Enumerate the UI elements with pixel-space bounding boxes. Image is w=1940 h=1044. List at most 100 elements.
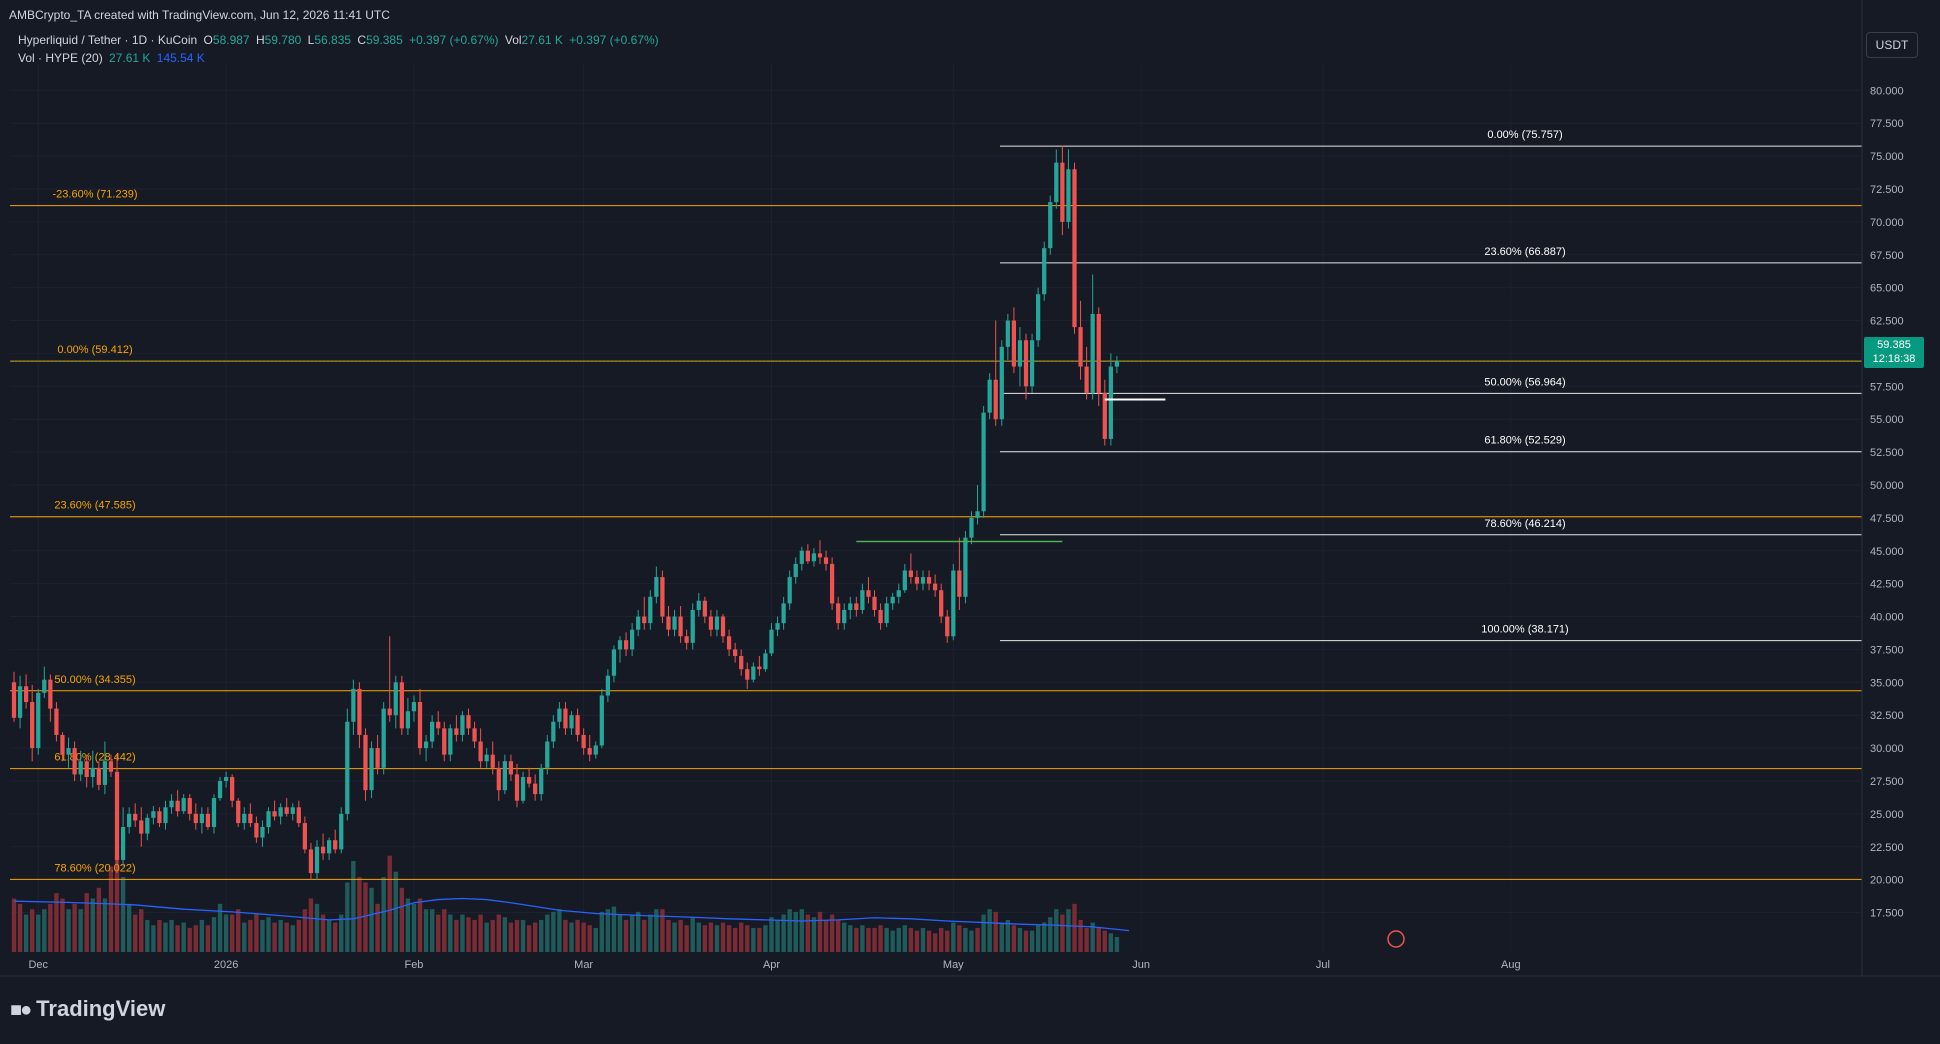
volume-bar xyxy=(302,909,308,952)
volume-bar xyxy=(757,927,762,952)
volume-bar xyxy=(666,919,671,952)
volume-bar xyxy=(805,914,811,952)
volume-bar xyxy=(229,914,235,952)
candle-body xyxy=(460,715,465,735)
volume-bar xyxy=(1108,933,1114,952)
volume-bar xyxy=(969,930,974,952)
candle-body xyxy=(230,777,235,801)
volume-bar xyxy=(72,903,77,952)
candle-body xyxy=(793,563,798,578)
candle-body xyxy=(1036,294,1041,341)
candle-body xyxy=(290,807,295,814)
candle-body xyxy=(199,813,204,824)
candle-body xyxy=(757,666,762,670)
candle-body xyxy=(708,616,714,630)
candle-body xyxy=(696,600,701,610)
volume-bar xyxy=(872,927,877,952)
candle-body xyxy=(442,728,447,755)
candle-body xyxy=(284,807,289,814)
candle-body xyxy=(811,553,817,562)
volume-bar xyxy=(96,887,102,952)
x-axis-tick-label: May xyxy=(943,959,964,971)
candle-body xyxy=(478,741,483,762)
volume-bar xyxy=(472,919,477,952)
candle-body xyxy=(78,761,83,775)
candle-body xyxy=(860,590,865,610)
candle-body xyxy=(114,771,120,860)
candle-body xyxy=(84,761,89,778)
volume-bar xyxy=(199,919,205,952)
volume-bar xyxy=(769,917,774,952)
candle-body xyxy=(169,800,174,808)
candle-body xyxy=(120,827,126,860)
volume-bar xyxy=(217,903,223,952)
volume-bar xyxy=(17,903,23,952)
x-axis-tick-label: 2026 xyxy=(214,959,238,971)
volume-bar xyxy=(351,861,356,952)
candle-body xyxy=(1072,169,1077,328)
candle-body xyxy=(163,807,168,824)
volume-bar xyxy=(290,925,295,952)
candle-body xyxy=(823,557,829,564)
replay-icon[interactable] xyxy=(1387,930,1405,948)
candle-body xyxy=(1084,366,1089,393)
candle-body xyxy=(836,603,841,624)
volume-bar xyxy=(902,925,908,952)
currency-unit-button[interactable]: USDT xyxy=(1866,32,1918,58)
y-axis-tick-label: 52.500 xyxy=(1870,447,1904,459)
candle-body xyxy=(108,761,114,772)
volume-bar xyxy=(1072,903,1077,952)
volume-bar xyxy=(617,914,623,952)
fib-orange-label: 78.60% (20.022) xyxy=(54,862,135,874)
volume-bar xyxy=(951,922,956,952)
volume-bar xyxy=(835,919,841,952)
symbol-title[interactable]: Hyperliquid / Tether · 1D · KuCoin xyxy=(18,33,198,47)
candle-body xyxy=(733,649,738,656)
candle-body xyxy=(1023,340,1029,387)
candle-body xyxy=(1060,162,1065,222)
x-axis-tick-label: Mar xyxy=(574,959,593,971)
y-axis-tick-label: 50.000 xyxy=(1870,480,1904,492)
x-axis-tick-label: Apr xyxy=(763,959,780,971)
volume-bar xyxy=(369,887,374,952)
volume-bar xyxy=(714,925,720,952)
candle-body xyxy=(775,623,780,630)
volume-bar xyxy=(569,922,574,952)
y-axis-tick-label: 30.000 xyxy=(1870,743,1904,755)
candle-body xyxy=(254,823,259,838)
volume-bar xyxy=(1017,927,1023,952)
tradingview-logo[interactable]: ■● TradingView xyxy=(10,996,165,1022)
vol-label: Vol xyxy=(504,33,522,47)
volume-bar xyxy=(884,927,889,952)
volume-bar xyxy=(739,922,744,952)
volume-bar xyxy=(466,917,471,952)
volume-bar xyxy=(314,903,320,952)
volume-bar xyxy=(981,914,986,952)
volume-bar xyxy=(605,909,611,952)
volume-bar xyxy=(102,898,108,952)
volume-indicator-name[interactable]: Vol · HYPE (20) xyxy=(18,51,103,65)
volume-bar xyxy=(157,919,162,952)
candle-body xyxy=(714,616,720,630)
candle-body xyxy=(969,517,974,538)
candle-body xyxy=(581,734,586,749)
candle-body xyxy=(932,583,938,591)
candle-body xyxy=(42,679,47,693)
candle-body xyxy=(599,695,604,746)
volume-bar xyxy=(999,922,1004,952)
candle-body xyxy=(490,754,495,768)
volume-bar xyxy=(520,919,526,952)
candle-body xyxy=(1029,340,1035,387)
candle-body xyxy=(751,666,756,680)
volume-bar xyxy=(266,917,271,952)
volume-bar xyxy=(260,919,265,952)
volume-legend: Vol · HYPE (20) 27.61 K 145.54 K xyxy=(18,51,208,65)
candle-body xyxy=(302,823,308,850)
volume-bar xyxy=(1102,930,1107,952)
volume-bar xyxy=(381,877,386,952)
volume-bar xyxy=(1011,925,1017,952)
volume-bar xyxy=(557,909,562,952)
y-axis-tick-label: 65.000 xyxy=(1870,283,1904,295)
candle-body xyxy=(236,800,241,824)
